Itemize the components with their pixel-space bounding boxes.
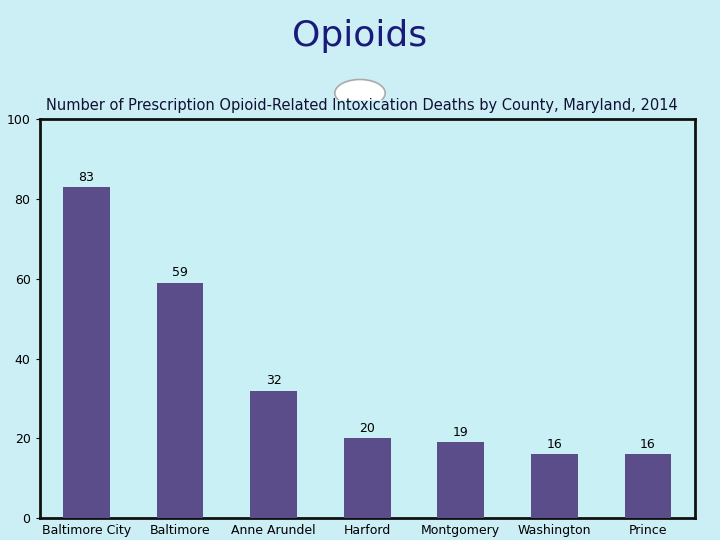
Text: 20: 20 [359,422,375,435]
Text: Opioids: Opioids [292,19,428,53]
Bar [251,390,297,518]
Bar [624,455,671,518]
Bar [344,438,390,518]
Bar [157,282,203,518]
Text: Number of Prescription Opioid-Related Intoxication Deaths by County, Maryland, 2: Number of Prescription Opioid-Related In… [46,98,678,113]
Bar [438,442,484,518]
Text: 16: 16 [546,438,562,451]
Text: 32: 32 [266,374,282,387]
Bar [63,187,110,518]
Bar [531,455,577,518]
Text: 83: 83 [78,171,94,184]
Text: 19: 19 [453,426,469,439]
Text: 59: 59 [172,266,188,279]
Text: 16: 16 [640,438,656,451]
Ellipse shape [335,79,385,107]
